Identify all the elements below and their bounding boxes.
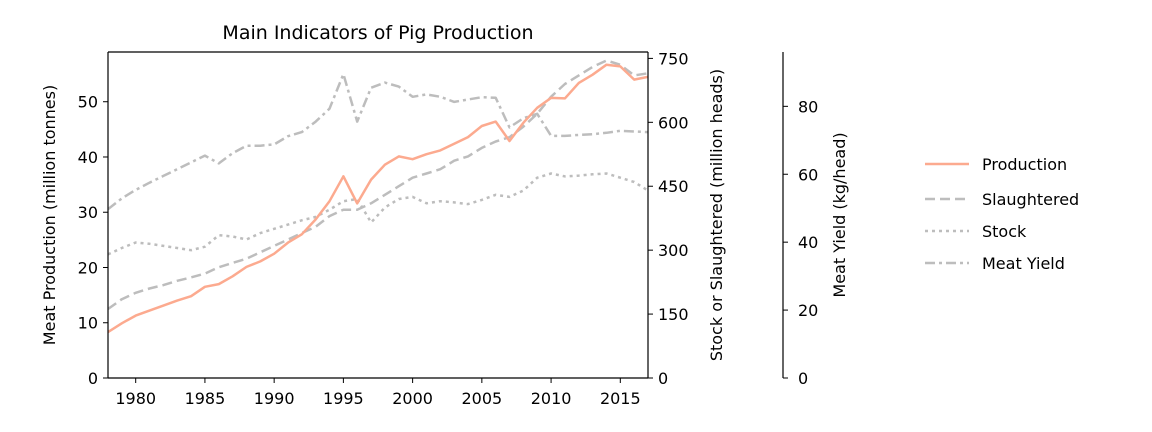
y-right2-tick-label: 40 xyxy=(798,233,818,252)
y-left-tick-label: 50 xyxy=(78,93,98,112)
legend-label: Production xyxy=(982,155,1067,174)
y-left-tick-label: 0 xyxy=(88,369,98,388)
x-tick-label: 2015 xyxy=(600,389,641,408)
legend-label: Stock xyxy=(982,222,1027,241)
y-right2-tick-label: 60 xyxy=(798,165,818,184)
y-left-tick-label: 40 xyxy=(78,148,98,167)
legend-label: Slaughtered xyxy=(982,190,1079,209)
y-right1-axis-title: Stock or Slaughtered (million heads) xyxy=(707,69,726,361)
y-right1-tick-label: 150 xyxy=(658,305,689,324)
y-left-tick-label: 20 xyxy=(78,258,98,277)
y-right1-tick-label: 0 xyxy=(658,369,668,388)
y-right1-tick-label: 450 xyxy=(658,177,689,196)
legend: Production Slaughtered Stock Meat Yield xyxy=(925,155,1079,273)
y-left-tick-label: 30 xyxy=(78,203,98,222)
x-tick-label: 2000 xyxy=(392,389,433,408)
y-left-tick-label: 10 xyxy=(78,314,98,333)
series-line-slaughtered xyxy=(108,59,648,311)
y-left-axis-title: Meat Production (million tonnes) xyxy=(40,85,59,345)
x-tick-label: 1980 xyxy=(115,389,156,408)
y-right1-tick-label: 600 xyxy=(658,113,689,132)
y-right2-tick-label: 80 xyxy=(798,97,818,116)
series-line-production xyxy=(108,63,648,334)
x-tick-label: 2005 xyxy=(461,389,502,408)
y-right2-tick-label: 20 xyxy=(798,301,818,320)
x-tick-label: 2010 xyxy=(531,389,572,408)
y-right2-axis-title: Meat Yield (kg/head) xyxy=(830,132,849,297)
y-right1-tick-label: 300 xyxy=(658,241,689,260)
series-line-stock xyxy=(108,172,648,256)
x-tick-label: 1990 xyxy=(254,389,295,408)
y-right2-tick-label: 0 xyxy=(798,369,808,388)
y-right1-tick-label: 750 xyxy=(658,49,689,68)
chart-title: Main Indicators of Pig Production xyxy=(222,22,533,44)
x-tick-label: 1985 xyxy=(185,389,226,408)
series-line-meat-yield xyxy=(108,72,648,211)
legend-label: Meat Yield xyxy=(982,254,1065,273)
x-tick-label: 1995 xyxy=(323,389,364,408)
